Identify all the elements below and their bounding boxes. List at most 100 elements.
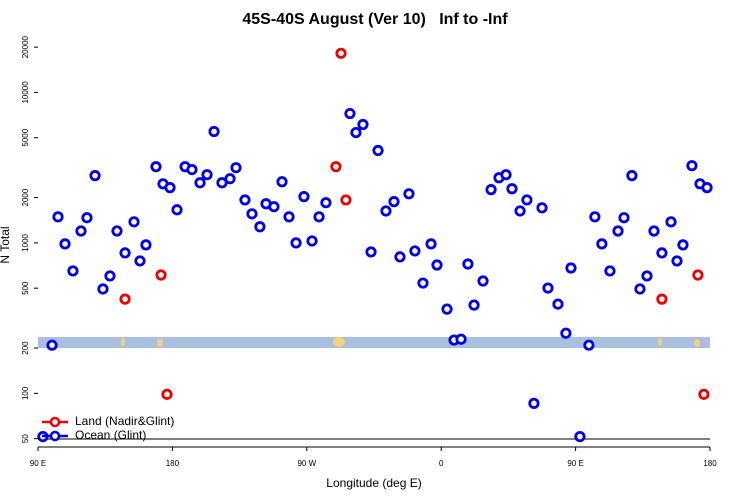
data-point [565, 262, 577, 274]
x-tick-label: 180 [166, 459, 180, 468]
data-point [455, 333, 467, 345]
data-point [425, 238, 437, 250]
data-point [344, 107, 356, 120]
data-point [665, 216, 677, 228]
data-point [357, 118, 369, 131]
x-tick-label: 0 [439, 459, 444, 468]
legend-marker [49, 430, 61, 442]
data-point [81, 212, 93, 224]
y-axis-label: N Total [0, 226, 12, 263]
land-patch [121, 338, 125, 346]
data-point [365, 246, 377, 258]
land-patch [157, 339, 163, 347]
data-point [641, 270, 653, 282]
data-point [468, 299, 480, 311]
y-tick-label: 200 [21, 341, 30, 355]
data-point [417, 277, 429, 289]
x-tick-label: 180 [703, 459, 717, 468]
data-point [462, 258, 474, 270]
data-point [128, 216, 140, 228]
data-point [89, 170, 101, 182]
data-point [500, 169, 512, 181]
data-point [394, 251, 406, 263]
data-point [67, 265, 79, 277]
data-point [477, 275, 489, 287]
data-point [111, 225, 123, 237]
data-point [403, 188, 415, 200]
data-point [230, 162, 242, 174]
data-point [589, 211, 601, 223]
data-point [656, 247, 668, 259]
y-tick-label: 5000 [21, 128, 30, 146]
data-point [514, 205, 526, 217]
data-point [46, 339, 58, 351]
data-point [97, 283, 109, 295]
data-point [560, 327, 572, 339]
y-tick-label: 2000 [21, 188, 30, 206]
x-tick-label: 90 W [297, 459, 316, 468]
land-patch [658, 338, 662, 346]
data-point [583, 339, 595, 351]
data-point [330, 161, 342, 173]
data-point [155, 269, 167, 281]
data-point [52, 211, 64, 223]
data-point [164, 182, 176, 194]
data-point [283, 211, 295, 223]
chart-title: 45S-40S August (Ver 10) Inf to -Inf [242, 11, 508, 28]
data-point [485, 184, 497, 196]
data-point [268, 201, 280, 213]
legend-label: Land (Nadir&Glint) [75, 414, 174, 428]
data-point [254, 221, 266, 233]
data-point [104, 270, 116, 282]
data-point [431, 259, 443, 271]
data-point [140, 239, 152, 251]
data-point [612, 225, 624, 237]
data-point [290, 237, 302, 249]
data-point [340, 194, 352, 206]
y-tick-label: 20000 [21, 35, 30, 58]
data-point [313, 211, 325, 223]
data-point [306, 235, 318, 247]
y-tick-label: 500 [21, 281, 30, 295]
y-tick-label: 100 [21, 386, 30, 400]
data-point [75, 225, 87, 237]
data-point [701, 182, 713, 194]
x-tick-label: 90 E [567, 459, 583, 468]
x-axis-label: Longitude (deg E) [326, 476, 421, 490]
data-point [409, 245, 421, 257]
data-point [59, 238, 71, 250]
data-point [618, 212, 630, 224]
ocean-band [38, 337, 710, 348]
data-point [350, 126, 362, 139]
data-point [574, 430, 586, 443]
data-point [634, 283, 646, 295]
data-point [677, 239, 689, 251]
data-point [134, 255, 146, 267]
data-point [388, 196, 400, 208]
data-point [536, 202, 548, 214]
data-point [692, 269, 704, 281]
data-point [276, 176, 288, 188]
land-patch [333, 337, 345, 347]
data-point [186, 164, 198, 176]
x-tick-label: 90 E [30, 459, 46, 468]
data-point [604, 265, 616, 277]
legend-marker [49, 416, 61, 428]
data-point [224, 173, 236, 185]
data-point [380, 205, 392, 217]
data-point [552, 298, 564, 310]
y-tick-label: 50 [21, 434, 30, 443]
data-point [648, 225, 660, 237]
data-point [194, 177, 206, 189]
data-point [671, 255, 683, 267]
data-point [656, 293, 668, 305]
data-point [171, 204, 183, 216]
land-patch [694, 339, 700, 347]
data-point [506, 183, 518, 195]
data-point [246, 208, 258, 220]
data-point [686, 160, 698, 172]
data-point [542, 282, 554, 294]
y-tick-label: 1000 [21, 233, 30, 251]
data-point [596, 238, 608, 250]
